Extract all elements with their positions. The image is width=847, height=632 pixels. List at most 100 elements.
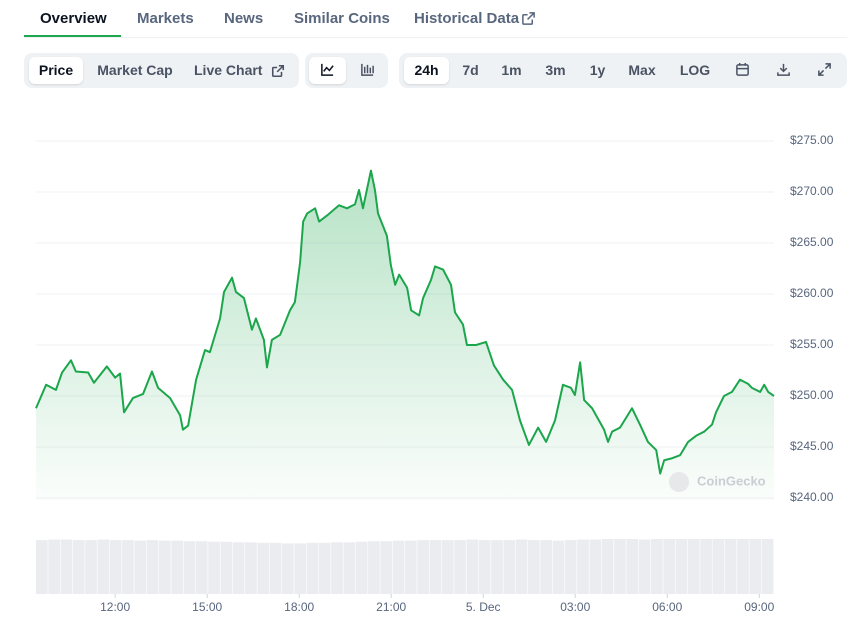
watermark: CoinGecko: [669, 472, 766, 492]
volume-bar: [761, 539, 774, 594]
volume-bar: [663, 539, 675, 594]
volume-bar: [355, 541, 368, 594]
volume-bar: [687, 539, 700, 594]
tab[interactable]: Historical Data: [414, 10, 520, 27]
x-tick-label: 15:00: [192, 600, 222, 614]
volume-bar: [392, 540, 405, 594]
volume-bar: [183, 541, 196, 594]
range-button[interactable]: 3m: [545, 62, 566, 78]
volume-bar: [552, 540, 565, 594]
y-tick-label: $260.00: [790, 286, 834, 300]
volume-bar: [60, 539, 73, 594]
candle-icon: [361, 63, 374, 76]
volume-bar: [269, 542, 282, 594]
y-tick-label: $265.00: [790, 235, 834, 249]
volume-bar: [208, 541, 220, 594]
tab[interactable]: Overview: [40, 10, 107, 27]
view-button[interactable]: Live Chart: [194, 62, 263, 78]
watermark-text: CoinGecko: [697, 473, 766, 488]
volume-bar: [318, 542, 331, 594]
x-tick-label: 18:00: [284, 600, 314, 614]
volume-bar: [614, 539, 626, 594]
download-button[interactable]: [768, 57, 798, 84]
view-button[interactable]: Price: [29, 57, 83, 84]
fullscreen-icon: [817, 63, 831, 76]
volume-bar: [417, 540, 429, 594]
range-button[interactable]: Max: [628, 62, 656, 78]
volume-bar: [72, 540, 85, 594]
volume-bar: [146, 540, 159, 594]
view-switch: Price Market Cap Live Chart: [24, 53, 299, 88]
tab[interactable]: Markets: [137, 10, 194, 27]
volume-bar: [540, 540, 552, 594]
active-tab-indicator: [24, 35, 121, 37]
x-tick-label: 12:00: [100, 600, 130, 614]
volume-bar: [159, 540, 171, 594]
watermark-logo: [669, 472, 689, 492]
y-tick-label: $245.00: [790, 439, 834, 453]
view-button[interactable]: Market Cap: [97, 62, 173, 78]
range-button[interactable]: 1m: [501, 62, 522, 78]
x-tick-label: 06:00: [652, 600, 682, 614]
volume-bar: [601, 539, 614, 594]
volume-bar: [368, 541, 380, 594]
line-chart-button[interactable]: [309, 57, 346, 84]
volume-bar: [712, 539, 725, 594]
volume-bar: [724, 539, 737, 594]
y-tick-label: $270.00: [790, 184, 834, 198]
candle-chart-button[interactable]: [349, 57, 386, 84]
volume-bar: [749, 539, 762, 594]
price-area: [36, 170, 774, 500]
volume-bar: [454, 540, 466, 594]
volume-bar: [577, 539, 589, 594]
volume-bar: [405, 540, 417, 594]
external-link-icon: [271, 64, 285, 78]
volume-bar: [700, 539, 712, 594]
volume-bar: [232, 542, 245, 594]
price-chart: $240.00 $245.00 $250.00 $255.00 $260.00 $265.…: [35, 133, 834, 614]
volume-bar: [48, 539, 60, 594]
volume-bar: [171, 540, 183, 594]
volume-bar: [220, 541, 233, 594]
calendar-button[interactable]: [727, 57, 757, 84]
range-switch: 24h 7d 1m 3m 1y Max LOG: [399, 53, 847, 88]
volume-bar: [257, 542, 270, 594]
volume-bar: [589, 539, 602, 594]
volume-bar: [441, 540, 454, 594]
volume-bar: [97, 539, 110, 594]
volume-bar: [503, 540, 516, 594]
volume-bar: [122, 540, 134, 594]
range-button[interactable]: 1y: [589, 62, 606, 78]
range-button[interactable]: 7d: [462, 62, 479, 78]
price-line: [35, 169, 775, 475]
volume-bar: [675, 539, 688, 594]
volume-bar: [343, 542, 356, 594]
volume-bar: [491, 540, 503, 594]
volume-bar: [651, 539, 663, 594]
volume-bar: [282, 543, 294, 594]
y-tick-label: $275.00: [790, 133, 834, 147]
volume-bar: [109, 540, 122, 594]
fullscreen-button[interactable]: [809, 57, 839, 84]
tab[interactable]: Similar Coins: [294, 10, 390, 27]
range-button[interactable]: 24h: [404, 57, 449, 84]
y-tick-label: $250.00: [790, 388, 834, 402]
range-button[interactable]: LOG: [679, 62, 711, 78]
volume-bar: [331, 542, 343, 594]
external-link-icon: [522, 12, 535, 25]
volume-bar: [478, 540, 491, 594]
y-tick-label: $240.00: [790, 490, 834, 504]
line-icon: [321, 63, 334, 76]
chart-style-switch: [305, 53, 388, 88]
volume-bar: [306, 542, 319, 594]
volume-bar: [528, 540, 540, 594]
tab[interactable]: News: [224, 10, 264, 27]
volume-bar: [380, 541, 393, 594]
x-tick-label: 21:00: [376, 600, 406, 614]
x-tick-label: 5. Dec: [466, 600, 501, 614]
y-tick-label: $255.00: [790, 337, 834, 351]
volume-bar: [626, 539, 639, 594]
volume-bar: [85, 540, 97, 594]
volume-bar: [515, 539, 528, 594]
